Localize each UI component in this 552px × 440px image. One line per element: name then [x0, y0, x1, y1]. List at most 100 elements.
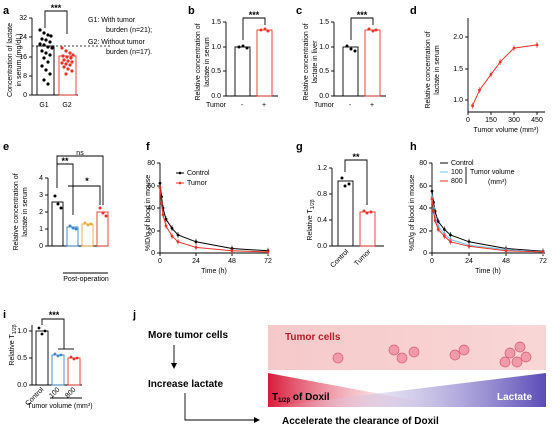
y-tick-label: 0.8	[317, 191, 327, 198]
panel-letter: c	[296, 5, 302, 17]
bar-tumor	[364, 29, 381, 97]
y-tick-label: 1.0	[319, 44, 329, 51]
y-ticks: 0.0 0.5 1.0 1.5	[319, 19, 334, 100]
y-tick-label: 0	[423, 250, 427, 257]
y-tick-label: 1.5	[453, 66, 463, 73]
axes	[467, 18, 545, 113]
panel-j: j Tumor cells T1/2β of Doxil Lactate Mor…	[132, 309, 546, 427]
y-axis-label: Relative concentration of lactate in seru…	[13, 173, 29, 250]
panel-h: h %ID/g of blood in mouse 0 20 40 60 80 …	[409, 141, 547, 275]
svg-text:burden (n=21);: burden (n=21);	[106, 27, 152, 34]
sig-bracket-1	[56, 163, 74, 215]
y-axis-label: %ID/g of blood in mouse	[145, 175, 152, 251]
y-ticks: 1.0 1.5 2.0	[453, 34, 468, 104]
x-axis-label: Tumor volume (mm³)	[473, 127, 538, 134]
svg-text:burden (n=17).: burden (n=17).	[106, 49, 152, 56]
axes	[225, 22, 278, 97]
scatter-g2	[60, 46, 75, 76]
sig-label: ***	[249, 10, 260, 20]
sig-bracket	[242, 17, 266, 40]
legend-title: Tumor volume	[470, 169, 515, 176]
pk-curves	[430, 188, 545, 255]
pk-line-1	[431, 191, 544, 252]
y-tick-label: 80	[419, 160, 427, 167]
bar-800	[67, 357, 81, 386]
y-ticks: 0.0 0.5 1.0	[17, 328, 32, 389]
panel-letter: h	[410, 141, 417, 153]
y-tick-label: 40	[419, 205, 427, 212]
pk-line-3	[431, 198, 544, 253]
lactate-wedge	[268, 373, 546, 407]
y-tick-label: 1.5	[319, 19, 329, 26]
svg-text:G1: With tumor: G1: With tumor	[88, 17, 136, 24]
y-tick-label: 0	[151, 250, 155, 257]
scatter-control	[345, 44, 357, 53]
y-tick-label: 0.0	[319, 93, 329, 100]
y-tick-label: 20	[419, 228, 427, 235]
y-ticks: 0 20 40 60 80	[147, 160, 160, 257]
group-label: Post-operation	[63, 276, 109, 283]
legend-label: 800	[451, 178, 463, 185]
y-tick-label: 1.2	[317, 165, 327, 172]
x-tick-label: 0	[430, 258, 434, 265]
sig-label: ns	[76, 150, 84, 157]
y-tick-label: 0.5	[319, 68, 329, 75]
bar-control	[35, 330, 49, 386]
legend: Control 100 800 Tumor volume (mm³)	[440, 160, 515, 186]
y-axis-label: Relative T1/2β	[9, 324, 18, 365]
y-tick-label: 60	[419, 183, 427, 190]
sig-bracket	[41, 318, 65, 349]
x-ticks: 0 150 300 450	[466, 112, 543, 124]
svg-text:G2: Without tumor: G2: Without tumor	[88, 39, 145, 46]
y-tick-label: 80	[147, 160, 155, 167]
x-ticks: 0 24 48 72	[158, 253, 272, 265]
step-text-3: Accelerate the clearance of Doxil	[282, 416, 439, 427]
x-tick-label: 450	[531, 117, 543, 124]
y-tick-label: 2	[39, 209, 43, 216]
scatter-tumor	[367, 27, 378, 33]
x-tick-label: G1	[39, 102, 48, 109]
y-axis-label: Relative concentration of lactate in seru…	[425, 31, 441, 108]
sig-label: ***	[49, 310, 60, 320]
tumor-cell-clusters	[332, 341, 532, 368]
legend-label: Control	[451, 160, 474, 167]
bar-tumor	[256, 29, 273, 97]
y-tick-label: 0.0	[317, 243, 327, 250]
t-half-label: T1/2β of Doxil	[272, 392, 330, 404]
y-tick-label: 40	[147, 205, 155, 212]
y-tick-label: 0.0	[211, 93, 221, 100]
sig-bracket-3	[68, 185, 101, 205]
y-tick-label: 60	[147, 183, 155, 190]
x-tick-label: -	[349, 102, 352, 109]
bar-g1	[36, 45, 55, 96]
y-axis-label: Relative T1/2β	[307, 199, 316, 240]
scatter-g1	[38, 28, 54, 86]
panel-letter: a	[3, 5, 10, 17]
sig-label: *	[85, 176, 89, 186]
panel-g: g Relative T1/2β 0.0 0.4 0.8 1.2 ** Cont…	[296, 141, 384, 269]
axes	[431, 163, 545, 254]
step-text-1: More tumor cells	[148, 330, 228, 341]
sig-label: ***	[51, 3, 62, 13]
panel-letter: g	[296, 141, 303, 153]
legend-text: G1: With tumor burden (n=21); G2: Withou…	[88, 17, 152, 56]
x-axis-label: Tumor volume (mm³)	[27, 403, 92, 410]
sig-bracket	[344, 159, 368, 205]
tumor-cells-band	[268, 325, 546, 370]
panel-c: c Relative concentration of lactate in li…	[296, 5, 386, 109]
lactate-curve	[471, 41, 539, 109]
panel-letter: j	[132, 309, 136, 321]
x-tick-label: 48	[502, 258, 510, 265]
y-tick-label: 3	[39, 192, 43, 199]
y-axis-label: %ID/g of blood in mouse	[409, 175, 416, 251]
y-tick-label: 1.5	[211, 19, 221, 26]
y-ticks: 0.0 0.5 1.0 1.5	[211, 19, 226, 100]
x-tick-label: +	[262, 102, 266, 109]
y-tick-label: 20	[147, 228, 155, 235]
tumor-cells-label: Tumor cells	[285, 332, 341, 343]
y-tick-label: 32	[19, 15, 27, 22]
x-tick-label: 150	[485, 117, 497, 124]
y-ticks: 0 20 40 60 80	[419, 160, 432, 257]
y-tick-label: 0.5	[211, 68, 221, 75]
y-tick-label: 2.0	[453, 34, 463, 41]
